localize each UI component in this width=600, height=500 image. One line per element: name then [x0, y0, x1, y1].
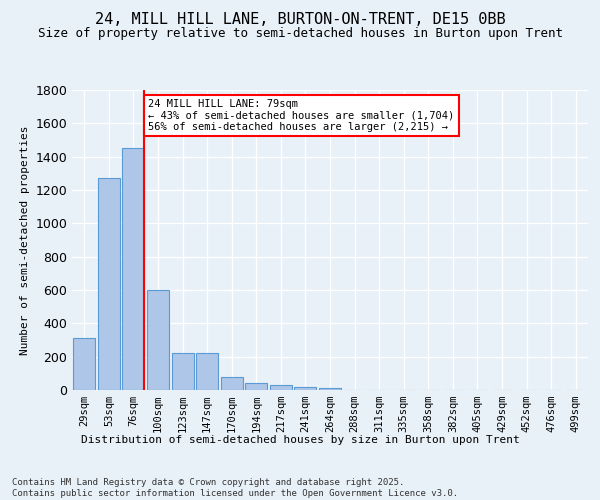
- Bar: [172, 354, 194, 390]
- Bar: [196, 354, 218, 390]
- Bar: [270, 385, 292, 390]
- Bar: [73, 338, 95, 390]
- Bar: [245, 384, 268, 390]
- Bar: [319, 388, 341, 390]
- Bar: [122, 148, 145, 390]
- Text: Contains HM Land Registry data © Crown copyright and database right 2025.
Contai: Contains HM Land Registry data © Crown c…: [12, 478, 458, 498]
- Bar: [147, 290, 169, 390]
- Bar: [98, 178, 120, 390]
- Text: Distribution of semi-detached houses by size in Burton upon Trent: Distribution of semi-detached houses by …: [80, 435, 520, 445]
- Bar: [295, 386, 316, 390]
- Text: 24 MILL HILL LANE: 79sqm
← 43% of semi-detached houses are smaller (1,704)
56% o: 24 MILL HILL LANE: 79sqm ← 43% of semi-d…: [148, 99, 454, 132]
- Text: Size of property relative to semi-detached houses in Burton upon Trent: Size of property relative to semi-detach…: [37, 28, 563, 40]
- Bar: [221, 376, 243, 390]
- Text: 24, MILL HILL LANE, BURTON-ON-TRENT, DE15 0BB: 24, MILL HILL LANE, BURTON-ON-TRENT, DE1…: [95, 12, 505, 28]
- Y-axis label: Number of semi-detached properties: Number of semi-detached properties: [20, 125, 30, 355]
